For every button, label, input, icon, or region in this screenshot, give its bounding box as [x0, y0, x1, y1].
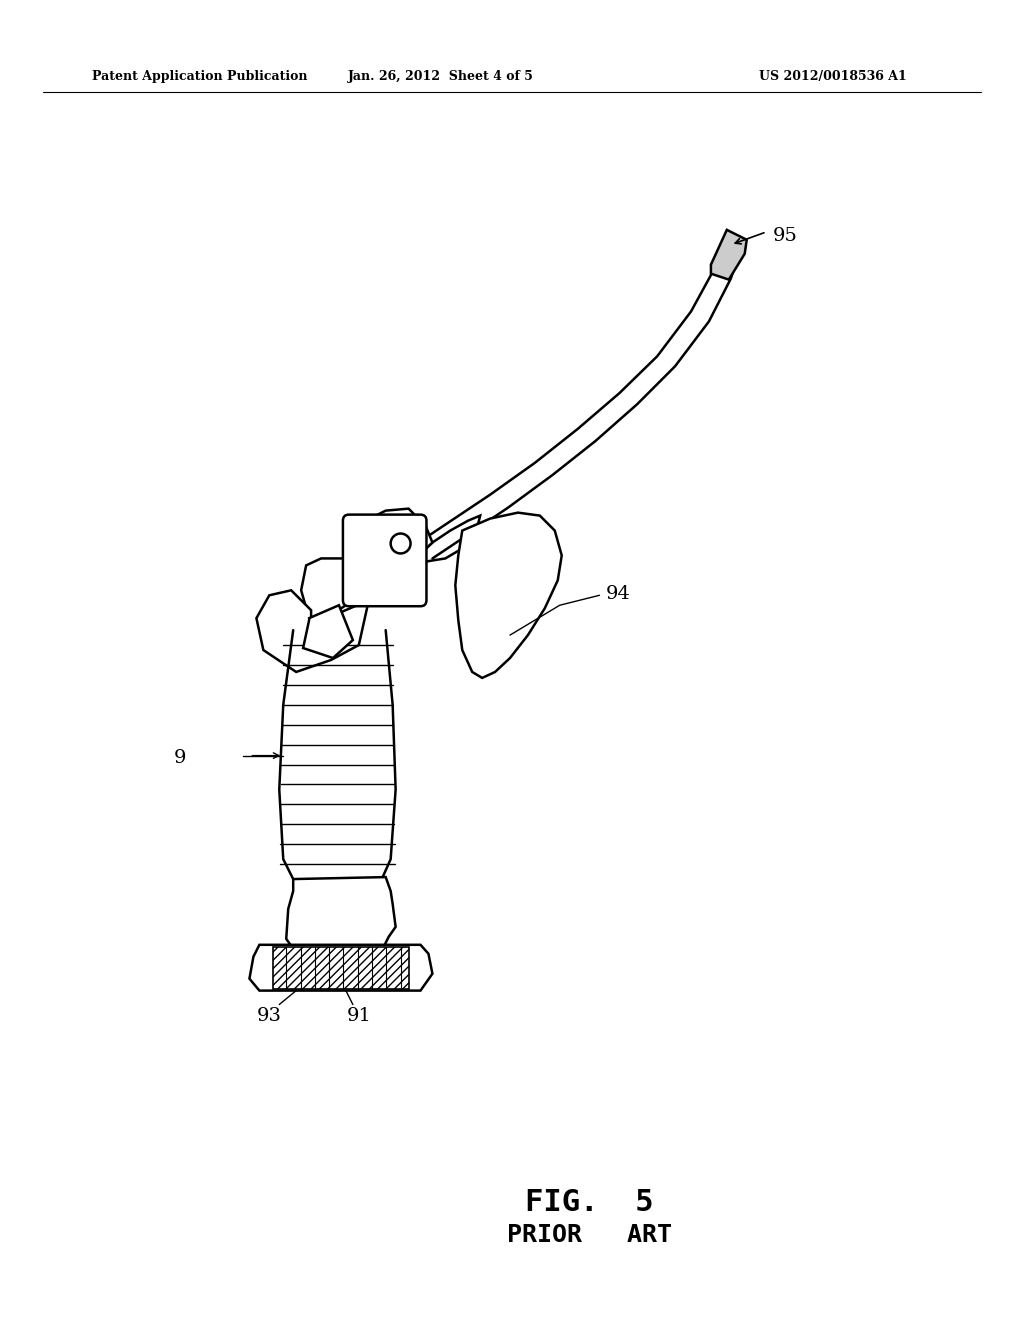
- Text: 91: 91: [346, 1007, 372, 1024]
- Polygon shape: [301, 516, 480, 630]
- Polygon shape: [303, 606, 353, 657]
- Polygon shape: [711, 230, 746, 280]
- Text: 95: 95: [772, 227, 798, 244]
- Polygon shape: [273, 946, 409, 989]
- Text: Patent Application Publication: Patent Application Publication: [92, 70, 308, 83]
- Polygon shape: [250, 945, 432, 990]
- Text: FIG.  5: FIG. 5: [525, 1188, 654, 1217]
- Circle shape: [391, 533, 411, 553]
- Polygon shape: [356, 508, 432, 593]
- Text: PRIOR   ART: PRIOR ART: [507, 1222, 672, 1246]
- FancyBboxPatch shape: [343, 515, 426, 606]
- Text: Jan. 26, 2012  Sheet 4 of 5: Jan. 26, 2012 Sheet 4 of 5: [347, 70, 534, 83]
- Polygon shape: [456, 512, 562, 678]
- Polygon shape: [287, 876, 395, 949]
- Text: 93: 93: [257, 1007, 282, 1024]
- Text: 9: 9: [174, 748, 186, 767]
- Text: US 2012/0018536 A1: US 2012/0018536 A1: [759, 70, 906, 83]
- Text: 94: 94: [605, 585, 631, 603]
- Polygon shape: [256, 590, 369, 672]
